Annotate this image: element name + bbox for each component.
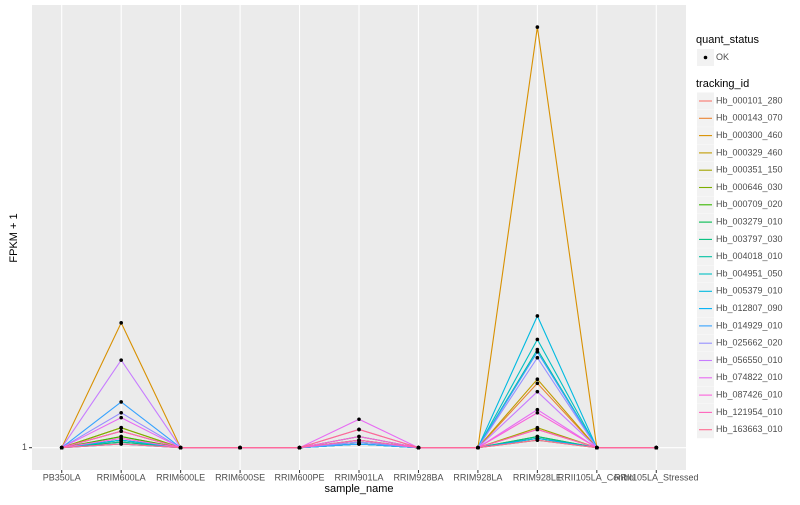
x-tick-label: RRIM600LE bbox=[156, 472, 205, 482]
legend-label: Hb_014929_010 bbox=[716, 320, 783, 330]
legend-title: quant_status bbox=[696, 34, 759, 46]
y-tick-label: 1 bbox=[22, 442, 27, 452]
x-tick-label: PB350LA bbox=[43, 472, 81, 482]
data-point bbox=[59, 445, 64, 450]
data-point bbox=[119, 321, 123, 325]
data-point bbox=[535, 355, 540, 360]
data-point bbox=[357, 434, 361, 439]
x-tick-label: RRII105LA_Stressed bbox=[614, 472, 699, 482]
legend-label: Hb_012807_090 bbox=[716, 303, 783, 313]
data-point bbox=[238, 445, 242, 450]
data-point bbox=[535, 389, 540, 394]
legend-label: Hb_004018_010 bbox=[716, 251, 783, 261]
legend-label: Hb_087426_010 bbox=[716, 389, 783, 399]
legend-label: Hb_000351_150 bbox=[716, 165, 783, 175]
legend-label: Hb_000101_280 bbox=[716, 95, 783, 105]
data-point bbox=[535, 25, 540, 29]
legend-label: Hb_074822_010 bbox=[716, 372, 783, 382]
legend-label: Hb_005379_010 bbox=[716, 286, 783, 296]
data-point bbox=[535, 438, 540, 442]
data-point bbox=[535, 427, 540, 432]
data-point bbox=[535, 407, 540, 412]
x-tick-label: RRIM928LE bbox=[513, 472, 562, 482]
data-point bbox=[416, 445, 421, 450]
data-point bbox=[119, 400, 123, 404]
legend-label: Hb_121954_010 bbox=[716, 407, 783, 417]
legend-label: Hb_056550_010 bbox=[716, 355, 783, 365]
x-axis-title: sample_name bbox=[324, 483, 393, 495]
data-point bbox=[119, 358, 123, 362]
x-tick-label: RRIM928BA bbox=[393, 472, 443, 482]
y-axis-title: FPKM + 1 bbox=[8, 213, 20, 262]
x-tick-label: RRIM600SE bbox=[215, 472, 265, 482]
data-point bbox=[119, 425, 123, 430]
data-point bbox=[119, 415, 123, 420]
data-point bbox=[535, 314, 540, 318]
data-point bbox=[535, 350, 540, 354]
legend-label: Hb_000300_460 bbox=[716, 130, 783, 140]
x-tick-label: RRIM600PE bbox=[275, 472, 325, 482]
x-tick-label: RRIM600LA bbox=[97, 472, 146, 482]
data-point bbox=[535, 410, 540, 415]
data-point bbox=[119, 436, 123, 441]
data-point bbox=[535, 337, 540, 342]
data-point bbox=[178, 445, 183, 450]
legend-label: Hb_003797_030 bbox=[716, 234, 783, 244]
x-tick-label: RRII105LA_Control bbox=[558, 472, 636, 482]
data-point bbox=[357, 417, 361, 422]
data-point bbox=[595, 445, 599, 450]
legend-point bbox=[703, 55, 708, 60]
legend-label: Hb_000709_020 bbox=[716, 199, 783, 209]
legend-label: Hb_000646_030 bbox=[716, 182, 783, 192]
data-point bbox=[119, 410, 123, 415]
legend-label: Hb_000329_460 bbox=[716, 147, 783, 157]
data-point bbox=[654, 445, 659, 450]
data-point bbox=[535, 377, 540, 382]
data-point bbox=[357, 438, 361, 442]
x-tick-label: RRIM928LA bbox=[453, 472, 502, 482]
legend-label: OK bbox=[716, 52, 729, 62]
legend-title: tracking_id bbox=[696, 78, 749, 90]
legend-label: Hb_025662_020 bbox=[716, 338, 783, 348]
legend-label: Hb_163663_010 bbox=[716, 424, 783, 434]
legend-label: Hb_003279_010 bbox=[716, 216, 783, 226]
data-point bbox=[119, 429, 123, 433]
data-point bbox=[297, 445, 302, 450]
data-point bbox=[357, 427, 361, 432]
x-tick-label: RRIM901LA bbox=[334, 472, 383, 482]
data-point bbox=[535, 381, 540, 386]
legend-label: Hb_000143_070 bbox=[716, 113, 783, 123]
data-point bbox=[119, 442, 123, 446]
legend-label: Hb_004951_050 bbox=[716, 268, 783, 278]
data-point bbox=[476, 445, 480, 450]
